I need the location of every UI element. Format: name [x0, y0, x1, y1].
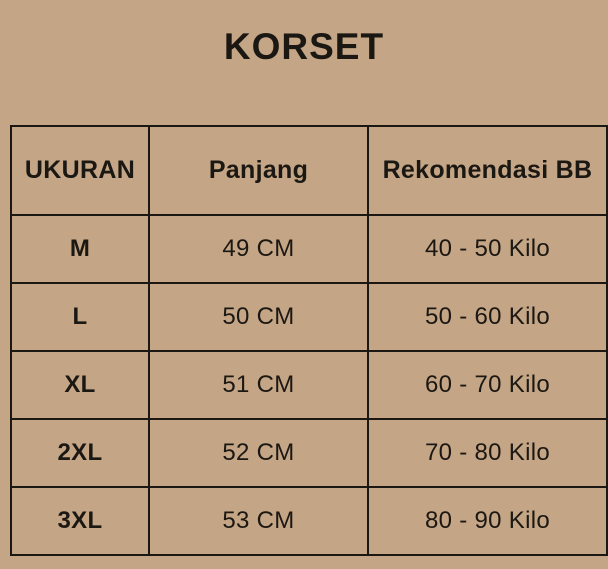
table-row-xl: XL 51 CM 60 - 70 Kilo	[10, 350, 608, 420]
cell-weight: 60 - 70 Kilo	[367, 350, 608, 420]
cell-length: 50 CM	[148, 282, 369, 352]
table-row-2xl: 2XL 52 CM 70 - 80 Kilo	[10, 418, 608, 488]
cell-size: XL	[10, 350, 150, 420]
cell-weight: 70 - 80 Kilo	[367, 418, 608, 488]
page-title: KORSET	[223, 26, 385, 67]
cell-weight: 50 - 60 Kilo	[367, 282, 608, 352]
cell-weight: 80 - 90 Kilo	[367, 486, 608, 556]
table-row-l: L 50 CM 50 - 60 Kilo	[10, 282, 608, 352]
table-header-row: UKURAN Panjang Rekomendasi BB	[10, 125, 608, 216]
cell-size: 3XL	[10, 486, 150, 556]
cell-length: 49 CM	[148, 214, 369, 284]
column-header-ukuran: UKURAN	[10, 125, 150, 216]
table-row-3xl: 3XL 53 CM 80 - 90 Kilo	[10, 486, 608, 556]
cell-length: 52 CM	[148, 418, 369, 488]
column-header-rekomendasi-bb: Rekomendasi BB	[367, 125, 608, 216]
cell-length: 53 CM	[148, 486, 369, 556]
cell-size: 2XL	[10, 418, 150, 488]
cell-length: 51 CM	[148, 350, 369, 420]
table-row-m: M 49 CM 40 - 50 Kilo	[10, 214, 608, 284]
cell-size: L	[10, 282, 150, 352]
size-table: UKURAN Panjang Rekomendasi BB M 49 CM 40…	[10, 125, 608, 556]
column-header-panjang: Panjang	[148, 125, 369, 216]
cell-weight: 40 - 50 Kilo	[367, 214, 608, 284]
cell-size: M	[10, 214, 150, 284]
